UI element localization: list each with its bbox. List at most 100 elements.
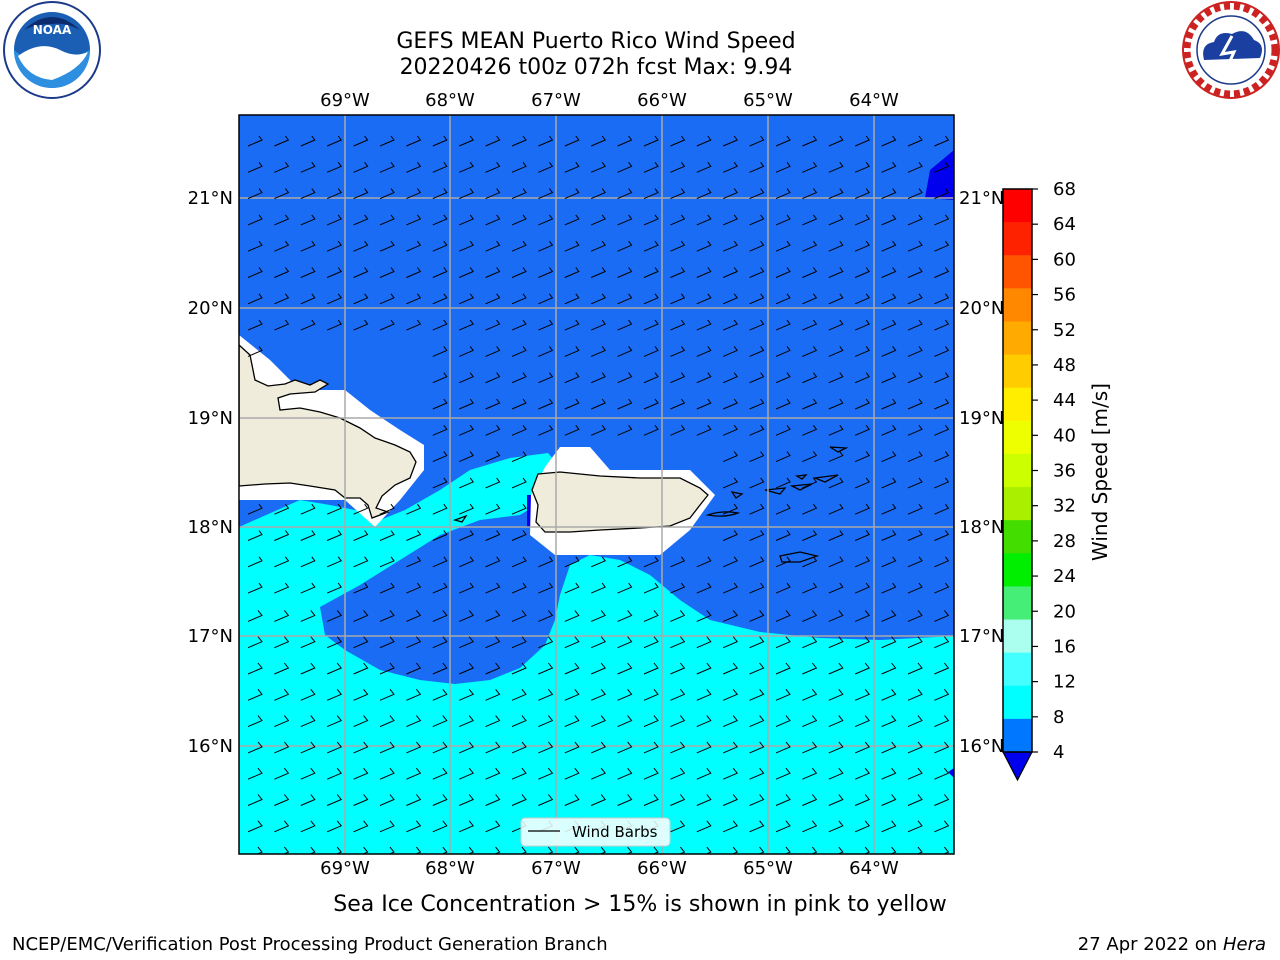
wind-barb <box>855 346 870 357</box>
wind-barb <box>881 267 897 278</box>
wind-barb <box>591 688 607 701</box>
wind-barb <box>670 346 686 357</box>
wind-barb <box>406 319 422 331</box>
wind-barb <box>432 214 448 226</box>
wind-barb <box>538 582 554 594</box>
colorbar-bin-9 <box>1003 487 1032 521</box>
wind-barb <box>881 346 897 357</box>
wind-barb <box>828 451 844 463</box>
wind-barb <box>300 636 316 649</box>
wind-barb <box>353 582 369 594</box>
wind-barb <box>881 372 897 384</box>
colorbar-tick-11: 24 <box>1053 566 1076 587</box>
wind-barb <box>591 267 606 278</box>
wind-barb <box>459 715 475 728</box>
wind-barb <box>802 267 818 278</box>
wind-barb <box>353 162 369 173</box>
wind-barb <box>723 398 738 410</box>
lon-bottom-label-4: 65°W <box>743 858 793 879</box>
wind-barb <box>327 767 343 780</box>
wind-barb <box>564 741 580 754</box>
wind-barb <box>538 398 554 410</box>
wind-barb <box>934 794 950 806</box>
lon-top-label-4: 65°W <box>743 90 793 111</box>
wind-barb <box>406 214 422 226</box>
wind-barb <box>855 319 870 331</box>
wind-barb <box>723 319 738 331</box>
lon-top-label-2: 67°W <box>531 90 581 111</box>
wind-barb <box>828 188 844 200</box>
wind-barb <box>881 688 897 701</box>
map-frame <box>238 114 955 855</box>
wind-barb <box>591 188 606 200</box>
wind-barb <box>828 530 844 541</box>
wind-barb <box>881 530 897 541</box>
wind-barb <box>406 688 422 701</box>
wind-barb <box>485 425 501 436</box>
wind-barb <box>564 688 580 701</box>
lon-bottom-label-0: 69°W <box>320 858 370 879</box>
lat-left-label-1: 20°N <box>188 298 233 319</box>
wind-barb <box>934 267 950 278</box>
wind-barb <box>485 610 501 622</box>
wind-barb <box>934 688 950 701</box>
wind-barb <box>538 556 554 568</box>
wind-barb <box>353 240 369 252</box>
wind-barb <box>432 135 448 147</box>
wind-barb <box>538 267 554 278</box>
wind-barb <box>591 346 606 357</box>
wind-barb <box>459 688 475 701</box>
footer-date: 27 Apr 2022 on Hera <box>1078 934 1266 955</box>
wind-barb <box>723 688 739 701</box>
wind-barb <box>810 846 818 854</box>
wind-barb <box>855 530 870 541</box>
wind-barb <box>934 610 950 622</box>
wind-barb <box>881 556 897 568</box>
wind-barb <box>802 372 818 384</box>
wind-barb <box>934 293 950 305</box>
wind-barb <box>617 794 633 806</box>
wind-barb <box>749 662 765 675</box>
lon-top-label-0: 69°W <box>320 90 370 111</box>
wind-barb <box>485 662 501 675</box>
wind-barb <box>379 214 395 226</box>
colorbar-bin-16 <box>1003 718 1032 753</box>
wind-barb <box>670 741 686 754</box>
wind-barb <box>591 662 607 675</box>
wind-barb <box>564 610 580 622</box>
wind-barb <box>863 846 871 854</box>
wind-barb <box>881 820 897 833</box>
wind-barb <box>485 741 501 754</box>
wind-barb <box>670 688 686 701</box>
lat-left-label-4: 17°N <box>188 626 233 647</box>
wind-barb <box>670 162 686 173</box>
wind-barb <box>327 293 342 305</box>
wind-barb <box>828 267 844 278</box>
wind-barb <box>459 425 474 436</box>
wind-barb <box>353 688 369 701</box>
wind-barb <box>828 794 844 806</box>
wind-barb <box>802 688 818 701</box>
wind-barb <box>855 214 870 226</box>
wind-barb <box>327 582 342 594</box>
lat-labels-right: 21°N 20°N 19°N 18°N 17°N 16°N <box>959 188 1004 757</box>
wind-barb <box>274 688 290 701</box>
wind-barb <box>459 767 475 780</box>
wind-barb <box>511 135 527 147</box>
wind-barb <box>881 662 897 675</box>
wind-barb <box>723 715 739 728</box>
colorbar-bin-0 <box>1003 189 1032 223</box>
wind-barb <box>538 214 554 226</box>
wind-barb <box>591 636 607 649</box>
wind-barb <box>353 530 369 541</box>
colorbar-tick-1: 64 <box>1053 214 1076 235</box>
wind-barb <box>617 767 633 780</box>
wind-barb <box>775 715 791 728</box>
wind-barb <box>696 662 712 675</box>
wind-barb <box>828 135 844 147</box>
wind-barb <box>493 846 501 854</box>
wind-barb <box>247 267 263 278</box>
wind-barb <box>274 636 290 649</box>
wind-barb <box>907 794 923 806</box>
wind-barb <box>828 240 844 252</box>
